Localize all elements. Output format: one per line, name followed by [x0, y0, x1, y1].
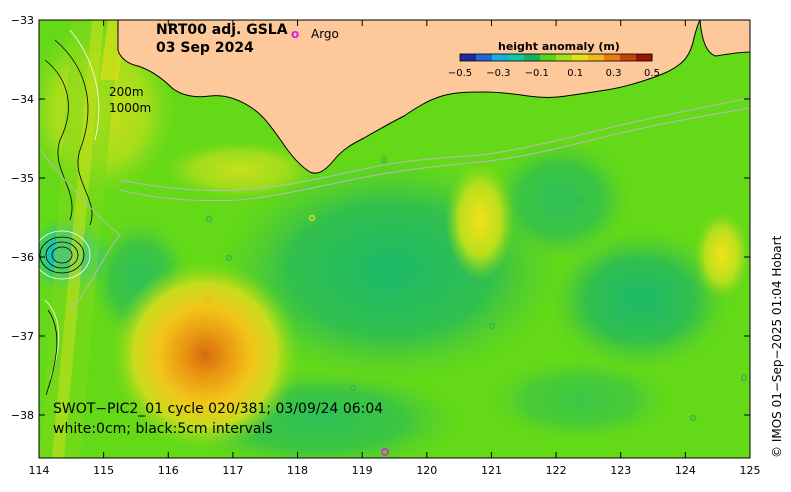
argo-float	[204, 294, 212, 302]
y-axis: −33 −34 −35 −36 −37 −38	[11, 14, 750, 422]
swot-pass-label: SWOT−PIC2_01 cycle 020/381; 03/09/24 06:…	[53, 401, 383, 417]
colorbar-swatch	[492, 54, 509, 61]
colorbar-title: height anomaly (m)	[498, 40, 620, 53]
x-tick-label: 120	[416, 464, 437, 477]
argo-float	[308, 214, 316, 222]
x-tick-label: 116	[158, 464, 179, 477]
colorbar-tick-labels: −0.5 −0.3 −0.1 0.1 0.3 0.5	[448, 68, 660, 79]
colorbar-tick-label: −0.1	[525, 68, 549, 79]
x-tick-label: 119	[352, 464, 373, 477]
depth-label-1000m: 1000m	[109, 101, 151, 115]
depth-label-200m: 200m	[109, 85, 144, 99]
colorbar-swatch	[636, 54, 653, 61]
colorbar-swatches	[460, 54, 653, 61]
colorbar-tick-label: −0.3	[486, 68, 510, 79]
argo-float	[349, 384, 357, 392]
argo-float	[576, 196, 584, 204]
land-mass-east	[699, 20, 750, 57]
x-tick-label: 115	[93, 464, 114, 477]
swot-contour-note: white:0cm; black:5cm intervals	[53, 421, 273, 437]
argo-legend-marker: o	[291, 27, 299, 41]
plot-frame	[38, 19, 751, 459]
y-tick-label: −36	[11, 251, 34, 264]
colorbar-swatch	[556, 54, 573, 61]
y-tick-label: −34	[11, 93, 34, 106]
swot-contours	[39, 29, 100, 396]
argo-float	[380, 156, 388, 164]
x-tick-label: 125	[740, 464, 761, 477]
argo-float	[380, 447, 389, 456]
y-tick-label: −38	[11, 409, 34, 422]
map-plot-area: 200m 1000m SWOT−PIC2_01 cycle 020/381; 0…	[39, 20, 750, 458]
argo-float	[225, 254, 233, 262]
x-tick-label: 123	[610, 464, 631, 477]
colorbar-swatch	[588, 54, 605, 61]
argo-floats	[204, 156, 748, 456]
credit-text: © IMOS 01−Sep−2025 01:04 Hobart	[770, 235, 784, 458]
swot-swath	[40, 20, 128, 458]
colorbar-swatch	[620, 54, 637, 61]
colorbar-swatch	[604, 54, 621, 61]
argo-float	[205, 215, 213, 223]
map-title-product: NRT00 adj. GSLA	[156, 22, 288, 38]
colorbar-tick-label: 0.1	[567, 68, 583, 79]
x-tick-label: 122	[546, 464, 567, 477]
argo-float	[323, 295, 331, 303]
argo-float	[740, 374, 748, 382]
argo-float	[689, 414, 697, 422]
colorbar-swatch	[476, 54, 493, 61]
colorbar-tick-label: 0.5	[644, 68, 660, 79]
x-tick-label: 124	[675, 464, 696, 477]
colorbar: height anomaly (m) −0.5 −0.3 −0.1 0.1 0.3 0.5	[448, 40, 660, 79]
colorbar-swatch	[572, 54, 589, 61]
map-title-date: 03 Sep 2024	[156, 40, 254, 56]
y-tick-label: −33	[11, 14, 34, 27]
colorbar-tick-label: −0.5	[448, 68, 472, 79]
x-tick-label: 121	[481, 464, 502, 477]
depth-contour-lines	[39, 97, 750, 311]
colorbar-tick-label: 0.3	[606, 68, 622, 79]
x-tick-label: 117	[222, 464, 243, 477]
x-tick-label: 114	[29, 464, 50, 477]
colorbar-swatch	[524, 54, 541, 61]
x-tick-label: 118	[287, 464, 308, 477]
argo-legend-label: Argo	[311, 27, 339, 41]
argo-float	[488, 322, 496, 330]
colorbar-outline	[459, 53, 653, 62]
colorbar-swatch	[508, 54, 525, 61]
y-tick-label: −37	[11, 330, 34, 343]
x-axis: 114 115 116 117 118 119 120 121 122 123 124 125	[29, 20, 761, 477]
y-tick-label: −35	[11, 172, 34, 185]
colorbar-swatch	[460, 54, 477, 61]
colorbar-swatch	[540, 54, 557, 61]
